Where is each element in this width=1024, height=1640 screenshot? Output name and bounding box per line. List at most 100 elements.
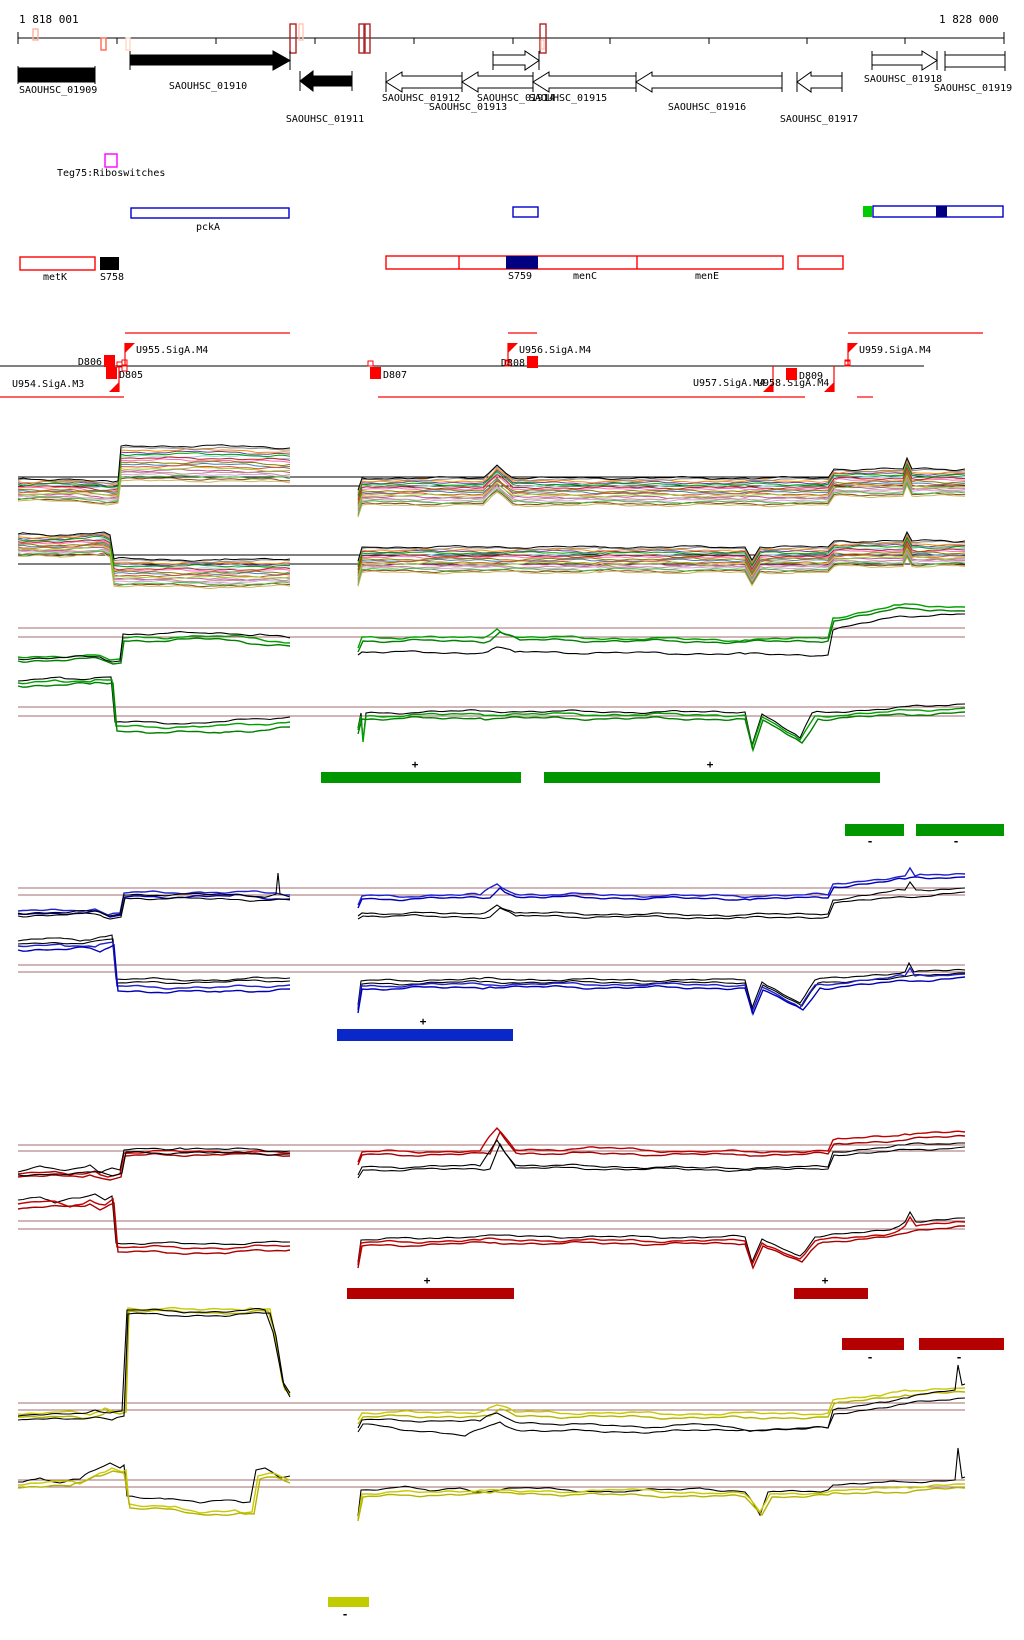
variant-mark[interactable] — [539, 23, 547, 54]
signal-line — [17, 463, 291, 495]
small-blue-box[interactable] — [512, 206, 539, 218]
variant-mark[interactable] — [364, 23, 371, 54]
promoter-flag-fwd[interactable] — [125, 343, 135, 353]
promoter-flag-rev[interactable] — [824, 382, 834, 392]
right-navy-segment[interactable] — [936, 206, 947, 217]
tss-label: D809 — [799, 371, 823, 382]
signal-line — [17, 548, 291, 583]
signal-line — [357, 456, 966, 491]
tss-open-square — [530, 361, 537, 368]
feature-label-menC: menC — [573, 271, 597, 282]
promoter-label: U955.SigA.M4 — [136, 345, 208, 356]
signal-line — [17, 631, 291, 663]
signal-line — [17, 533, 291, 565]
variant-mark[interactable] — [298, 23, 304, 41]
signal-line — [357, 542, 966, 574]
signal-line — [17, 1150, 291, 1177]
signal-line — [17, 550, 291, 586]
signal-line — [17, 471, 291, 500]
gene-SAOUHSC_01909[interactable] — [17, 67, 96, 83]
small-red-box[interactable] — [797, 255, 844, 270]
signal-line — [357, 535, 966, 566]
variant-mark[interactable] — [540, 39, 545, 50]
promoter-track: U955.SigA.M4 U956.SigA.M4 U959.SigA.M4 U954… — [0, 332, 983, 398]
signal-line — [357, 541, 966, 572]
feature-label-metK: metK — [43, 272, 67, 283]
coverage-darkred-plus-rect[interactable] — [794, 1288, 868, 1299]
signal-line — [357, 533, 966, 565]
pckA-box[interactable] — [130, 207, 290, 219]
coverage-darkred-minus-rect[interactable] — [919, 1338, 1004, 1350]
gene-SAOUHSC_01912[interactable] — [385, 71, 463, 93]
strand-sign: - — [953, 835, 960, 848]
S758-box[interactable] — [100, 257, 119, 270]
S759-segment[interactable] — [506, 256, 538, 269]
gene-SAOUHSC_01917[interactable] — [796, 71, 843, 93]
coverage-darkred-minus-rect[interactable] — [842, 1338, 904, 1350]
tss-square-D807[interactable] — [370, 367, 381, 379]
tss-open-square — [367, 360, 374, 367]
signal-line — [357, 711, 966, 753]
promoter-flag-fwd[interactable] — [508, 343, 518, 353]
signal-line — [17, 1149, 290, 1178]
variant-mark[interactable] — [100, 37, 107, 51]
gene-SAOUHSC_01911[interactable] — [299, 69, 353, 93]
gene-SAOUHSC_01919[interactable] — [944, 54, 1006, 68]
riboswitch-box[interactable] — [104, 153, 118, 168]
track-yellow-reverse — [17, 1447, 966, 1522]
promoter-label: U956.SigA.M4 — [519, 345, 591, 356]
signal-line — [357, 539, 966, 571]
variant-mark[interactable] — [125, 37, 131, 51]
gene-label-SAOUHSC_01912: SAOUHSC_01912 — [382, 93, 460, 104]
track-blue-forward — [17, 866, 966, 920]
tss-square-D806[interactable] — [104, 355, 115, 367]
variant-mark[interactable] — [32, 28, 39, 41]
signal-line — [17, 941, 291, 990]
signal-line — [357, 467, 966, 502]
gene-SAOUHSC_01915[interactable] — [532, 71, 637, 93]
metK-box[interactable] — [19, 256, 96, 271]
track-red-forward — [17, 1126, 966, 1181]
signal-line — [357, 1225, 965, 1270]
signal-line — [357, 976, 966, 1017]
track-all-samples-reverse — [17, 530, 966, 590]
variant-mark[interactable] — [358, 23, 365, 54]
feature-label-S758: S758 — [100, 272, 124, 283]
men-operon-box[interactable] — [385, 255, 784, 270]
signal-line — [17, 1308, 291, 1417]
coverage-green-plus-rect[interactable] — [321, 772, 521, 783]
variant-mark[interactable] — [289, 23, 297, 54]
signal-line — [357, 471, 966, 505]
signal-line — [17, 1197, 291, 1250]
signal-line — [357, 866, 966, 906]
tss-square-D805[interactable] — [106, 367, 117, 379]
gene-SAOUHSC_01913[interactable] — [461, 71, 534, 93]
coverage-green-minus-rect[interactable] — [916, 824, 1004, 836]
gene-SAOUHSC_01914[interactable] — [492, 50, 540, 71]
coverage-darkred-plus: + + — [347, 1274, 868, 1299]
coverage-green-plus: + + — [321, 758, 880, 783]
gene-label-SAOUHSC_01911: SAOUHSC_01911 — [286, 114, 364, 125]
track-red-reverse — [17, 1193, 966, 1270]
coverage-green-minus-rect[interactable] — [845, 824, 904, 836]
coverage-darkred-plus-rect[interactable] — [347, 1288, 514, 1299]
signal-line — [17, 466, 291, 497]
promoter-flag-rev[interactable] — [109, 382, 119, 392]
coverage-green-plus-rect[interactable] — [544, 772, 880, 783]
coverage-yellow-minus-rect[interactable] — [328, 1597, 369, 1607]
coverage-blue-plus: + — [337, 1015, 513, 1041]
promoter-flag-fwd[interactable] — [848, 343, 858, 353]
signal-line — [17, 896, 291, 920]
gene-SAOUHSC_01910[interactable] — [129, 50, 292, 71]
green-square[interactable] — [863, 206, 872, 217]
signal-line — [17, 549, 291, 584]
gene-SAOUHSC_01918[interactable] — [871, 50, 938, 71]
gene-SAOUHSC_01916[interactable] — [635, 71, 783, 93]
tss-square-D809[interactable] — [786, 368, 797, 380]
signal-line — [17, 479, 291, 506]
signal-line — [17, 531, 291, 562]
signal-line — [357, 532, 966, 563]
coverage-blue-plus-rect[interactable] — [337, 1029, 513, 1041]
gene-track: SAOUHSC_01909 SAOUHSC_01910 SAOUHSC_01911 S… — [17, 50, 1012, 125]
promoter-flag-rev[interactable] — [763, 382, 773, 392]
